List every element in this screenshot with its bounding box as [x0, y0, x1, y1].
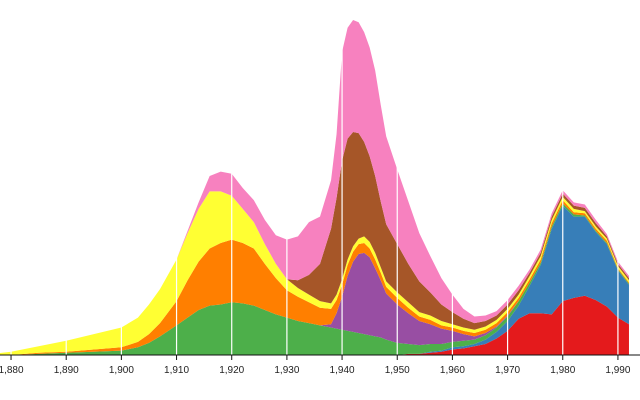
x-tick-label: 1,990: [605, 365, 630, 376]
x-tick-label: 1,890: [54, 365, 79, 376]
x-tick-label: 1,880: [0, 365, 24, 376]
area-series-5: [0, 200, 629, 355]
x-tick-label: 1,970: [495, 365, 520, 376]
area-series-3: [0, 203, 629, 355]
area-series-2: [0, 205, 629, 355]
x-tick-label: 1,950: [385, 365, 410, 376]
x-tick-label: 1,900: [109, 365, 134, 376]
grid-layer: [10, 20, 619, 355]
x-tick-label: 1,920: [219, 365, 244, 376]
area-series-1: [0, 295, 629, 355]
x-tick-label: 1,910: [164, 365, 189, 376]
x-tick-label: 1,930: [274, 365, 299, 376]
x-tick-label: 1,940: [330, 365, 355, 376]
x-tick-label: 1,960: [440, 365, 465, 376]
area-layer: [0, 20, 629, 355]
area-series-6: [0, 191, 629, 355]
x-tick-label: 1,980: [550, 365, 575, 376]
x-axis-ticks: 1,880 1,890 1,900 1,910 1,920 1,930 1,940 1,950…: [0, 355, 631, 376]
